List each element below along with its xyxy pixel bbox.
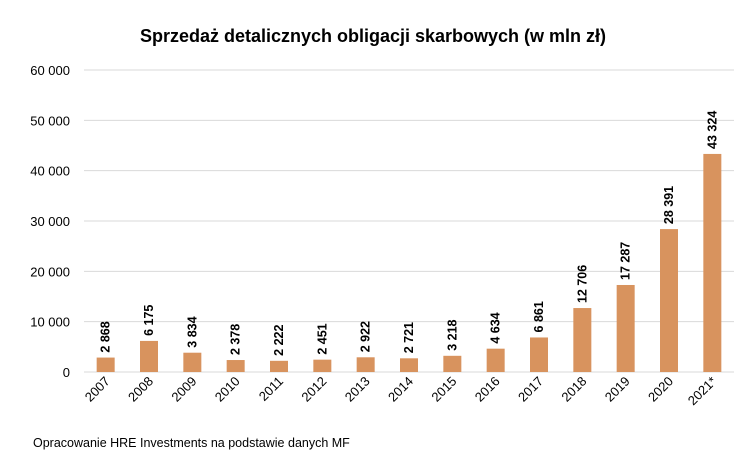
y-tick-label: 60 000 — [30, 63, 70, 78]
x-tick-label: 2011 — [256, 374, 286, 404]
source-note: Opracowanie HRE Investments na podstawie… — [33, 436, 350, 450]
value-label: 43 324 — [705, 111, 719, 149]
y-tick-label: 0 — [63, 365, 70, 380]
x-tick-label: 2008 — [125, 374, 156, 405]
value-label: 28 391 — [662, 186, 676, 224]
x-tick-label: 2007 — [82, 374, 113, 405]
value-label: 4 634 — [489, 312, 503, 343]
bar — [356, 357, 375, 372]
bar — [486, 348, 505, 372]
value-label: 17 287 — [619, 242, 633, 280]
value-label: 3 834 — [185, 316, 199, 347]
x-tick-label: 2018 — [558, 374, 589, 405]
value-label: 2 922 — [359, 321, 373, 352]
bar — [270, 360, 288, 372]
bar — [443, 355, 462, 372]
bar — [660, 229, 678, 372]
bar — [616, 284, 635, 372]
bar — [703, 153, 722, 372]
x-tick-label: 2012 — [298, 374, 329, 405]
value-label: 6 175 — [142, 305, 156, 336]
y-tick-label: 10 000 — [30, 315, 70, 330]
x-tick-label: 2016 — [472, 374, 503, 405]
value-label: 2 868 — [99, 321, 113, 352]
bar — [313, 359, 332, 372]
x-tick-label: 2020 — [645, 374, 676, 405]
bar — [226, 360, 245, 372]
bar — [573, 308, 592, 372]
y-tick-label: 30 000 — [30, 214, 70, 229]
y-axis-tick-labels: 0 10 000 20 000 30 000 40 000 50 000 60 000 — [30, 63, 70, 380]
value-label: 2 451 — [315, 323, 329, 354]
value-label: 2 222 — [272, 324, 286, 355]
x-tick-label: 2017 — [515, 374, 546, 405]
bar — [140, 340, 158, 372]
value-label: 2 378 — [229, 324, 243, 355]
bar — [96, 357, 115, 372]
x-tick-label: 2014 — [385, 374, 416, 405]
y-tick-label: 40 000 — [30, 164, 70, 179]
x-tick-label: 2015 — [428, 374, 459, 405]
bar — [183, 352, 202, 372]
bar — [530, 337, 548, 372]
y-tick-label: 50 000 — [30, 113, 70, 128]
x-tick-label: 2019 — [602, 374, 633, 405]
bar — [400, 358, 418, 372]
x-tick-label: 2010 — [212, 374, 243, 405]
x-axis-tick-labels: 2007 2008 2009 2010 2011 2012 2013 2014 2015 2016… — [82, 374, 720, 409]
value-label: 3 218 — [445, 319, 459, 350]
x-tick-label: 2021* — [685, 374, 720, 409]
x-tick-label: 2013 — [342, 374, 373, 405]
value-label: 6 861 — [532, 301, 546, 332]
value-label: 12 706 — [575, 265, 589, 303]
x-tick-label: 2009 — [168, 374, 199, 405]
value-label: 2 721 — [402, 322, 416, 353]
chart-title: Sprzedaż detalicznych obligacji skarbowy… — [139, 26, 607, 46]
value-labels: 2 868 6 175 3 834 2 378 2 222 2 451 2 922 2 721… — [99, 111, 720, 356]
y-tick-label: 20 000 — [30, 264, 70, 279]
bars — [96, 153, 722, 372]
